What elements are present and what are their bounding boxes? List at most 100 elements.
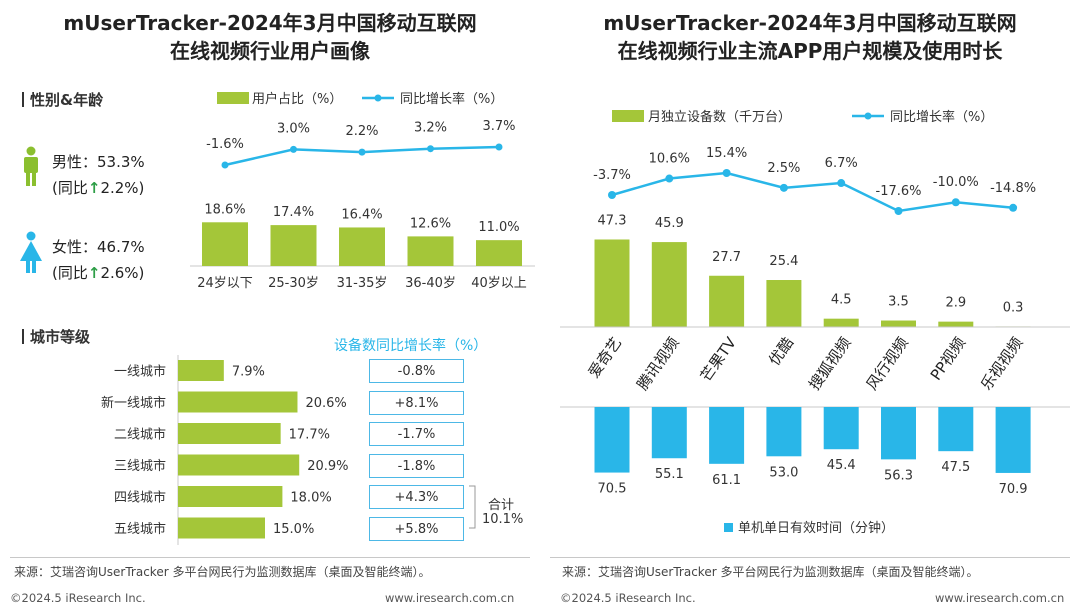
left-divider bbox=[10, 557, 530, 558]
city-chart: 一线城市 7.9% 新一线城市 20.6% 二线城市 17.7% 三线城市 20.9% 四线城市… bbox=[101, 355, 349, 545]
city-change-box: -1.7% bbox=[369, 422, 464, 446]
age-yoy-point bbox=[427, 145, 434, 153]
city-change-box: +8.1% bbox=[369, 390, 464, 415]
total-label: 合计 bbox=[488, 498, 515, 513]
app-category-label: 搜狐视频 bbox=[805, 334, 854, 393]
total-bracket bbox=[469, 485, 476, 529]
female-label: 女性：46.7% bbox=[52, 238, 145, 256]
age-chart: 用户占比（%） 同比增长率（%） 18.6% 24岁以下 17.4% 25-30岁 16.4… bbox=[190, 91, 535, 291]
app-category-label: PP视频 bbox=[927, 334, 969, 384]
male-label: 男性：53.3% bbox=[52, 153, 145, 171]
right-divider bbox=[550, 557, 1070, 558]
app-time-label: 55.1 bbox=[655, 467, 684, 482]
app-category-label: 爱奇艺 bbox=[585, 334, 626, 381]
male-yoy-value: 2.2%) bbox=[100, 179, 145, 197]
city-bar-label: 7.9% bbox=[232, 365, 265, 380]
city-bar-label: 18.0% bbox=[290, 491, 331, 506]
age-yoy-label: 3.2% bbox=[414, 121, 447, 136]
app-time-label: 47.5 bbox=[941, 460, 970, 475]
app-time-bar bbox=[594, 407, 630, 473]
right-title-line2: 在线视频行业主流APP用户规模及使用时长 bbox=[617, 39, 1003, 63]
app-device-bar bbox=[651, 242, 687, 327]
city-bar bbox=[178, 360, 224, 381]
app-device-bar bbox=[881, 320, 916, 327]
age-bar bbox=[339, 227, 385, 266]
app-device-label: 27.7 bbox=[712, 250, 741, 265]
female-yoy-prefix: (同比 bbox=[52, 264, 88, 282]
city-bar bbox=[178, 517, 265, 539]
app-time-bar bbox=[995, 407, 1031, 473]
age-yoy-point bbox=[221, 161, 229, 169]
age-yoy-point bbox=[358, 148, 366, 156]
app-time-label: 61.1 bbox=[712, 473, 741, 488]
app-yoy-label: 2.5% bbox=[767, 161, 800, 176]
city-change-title: 设备数同比增长率（%） bbox=[334, 338, 488, 354]
city-change-box: -1.8% bbox=[369, 453, 464, 478]
legend-label-yoy: 同比增长率（%） bbox=[890, 109, 993, 125]
right-source: 来源：艾瑞咨询UserTracker 多平台网民行为监测数据库（桌面及智能终端）… bbox=[562, 565, 979, 579]
age-bar bbox=[202, 222, 248, 266]
section-gender-age: 性别&年龄 bbox=[22, 89, 103, 110]
app-category-label: 乐视视频 bbox=[977, 334, 1026, 393]
app-yoy-point bbox=[722, 169, 731, 177]
age-yoy-label: 2.2% bbox=[345, 124, 378, 139]
left-website: www.iresearch.com.cn bbox=[385, 591, 515, 605]
age-yoy-label: 3.0% bbox=[277, 121, 310, 136]
legend-swatch-share bbox=[217, 92, 249, 104]
app-time-bar bbox=[823, 407, 859, 450]
app-category-label: 芒果TV bbox=[697, 333, 741, 384]
right-title: mUserTracker-2024年3月中国移动互联网 在线视频行业主流APP用… bbox=[540, 9, 1080, 65]
city-bar-label: 20.9% bbox=[307, 459, 348, 474]
app-device-label: 3.5 bbox=[888, 295, 909, 310]
city-bar bbox=[178, 423, 281, 444]
left-copyright: ©2024.5 iResearch Inc. bbox=[10, 591, 146, 605]
city-bar-label: 17.7% bbox=[289, 428, 330, 443]
app-time-bar bbox=[881, 407, 916, 460]
app-time-label: 45.4 bbox=[827, 458, 856, 473]
left-title: mUserTracker-2024年3月中国移动互联网 在线视频行业用户画像 bbox=[0, 9, 540, 65]
city-category-label: 新一线城市 bbox=[101, 395, 166, 411]
city-change-box: +4.3% bbox=[369, 485, 464, 509]
app-yoy-label: 6.7% bbox=[825, 156, 858, 171]
app-device-label: 2.9 bbox=[945, 296, 966, 311]
app-category-label: 优酷 bbox=[765, 334, 797, 369]
app-device-label: 25.4 bbox=[769, 254, 798, 269]
total-value: 10.1% bbox=[482, 512, 524, 527]
section-city: 城市等级 bbox=[22, 326, 90, 347]
legend-label-devices: 月独立设备数（千万台） bbox=[648, 109, 791, 125]
app-device-bar bbox=[938, 321, 974, 327]
legend-swatch-time bbox=[724, 523, 733, 532]
age-bar bbox=[476, 240, 522, 266]
age-bar-label: 18.6% bbox=[204, 202, 245, 217]
app-device-label: 4.5 bbox=[831, 293, 852, 308]
app-yoy-label: -3.7% bbox=[593, 168, 631, 183]
age-category-label: 36-40岁 bbox=[405, 276, 456, 291]
city-category-label: 三线城市 bbox=[114, 458, 166, 474]
city-bar-label: 20.6% bbox=[305, 396, 346, 411]
app-device-label: 47.3 bbox=[598, 213, 627, 228]
app-time-label: 56.3 bbox=[884, 468, 913, 483]
right-title-line1: mUserTracker-2024年3月中国移动互联网 bbox=[603, 11, 1017, 35]
up-arrow-icon: ↑ bbox=[87, 179, 101, 197]
left-source: 来源：艾瑞咨询UserTracker 多平台网民行为监测数据库（桌面及智能终端）… bbox=[14, 565, 431, 579]
age-yoy-point bbox=[290, 145, 297, 153]
age-bar bbox=[270, 225, 317, 266]
age-bar-label: 12.6% bbox=[410, 216, 451, 231]
age-category-label: 25-30岁 bbox=[268, 276, 319, 291]
female-person-icon bbox=[20, 231, 42, 273]
age-category-label: 40岁以上 bbox=[471, 276, 527, 291]
left-panel: mUserTracker-2024年3月中国移动互联网 在线视频行业用户画像 性… bbox=[0, 0, 540, 613]
app-time-label: 70.5 bbox=[598, 482, 627, 497]
male-yoy-prefix: (同比 bbox=[52, 179, 88, 197]
age-bar-label: 11.0% bbox=[478, 220, 519, 235]
right-panel: mUserTracker-2024年3月中国移动互联网 在线视频行业主流APP用… bbox=[540, 0, 1080, 613]
app-device-bar bbox=[594, 239, 630, 327]
city-category-label: 一线城市 bbox=[114, 364, 166, 380]
female-yoy: (同比↑2.6%) bbox=[52, 261, 144, 285]
city-category-label: 五线城市 bbox=[114, 521, 166, 537]
legend-label-yoy: 同比增长率（%） bbox=[400, 91, 503, 107]
up-arrow-icon: ↑ bbox=[87, 264, 101, 282]
app-category-label: 风行视频 bbox=[863, 334, 912, 393]
app-yoy-label: -10.0% bbox=[933, 175, 979, 190]
app-time-bar bbox=[766, 407, 802, 457]
